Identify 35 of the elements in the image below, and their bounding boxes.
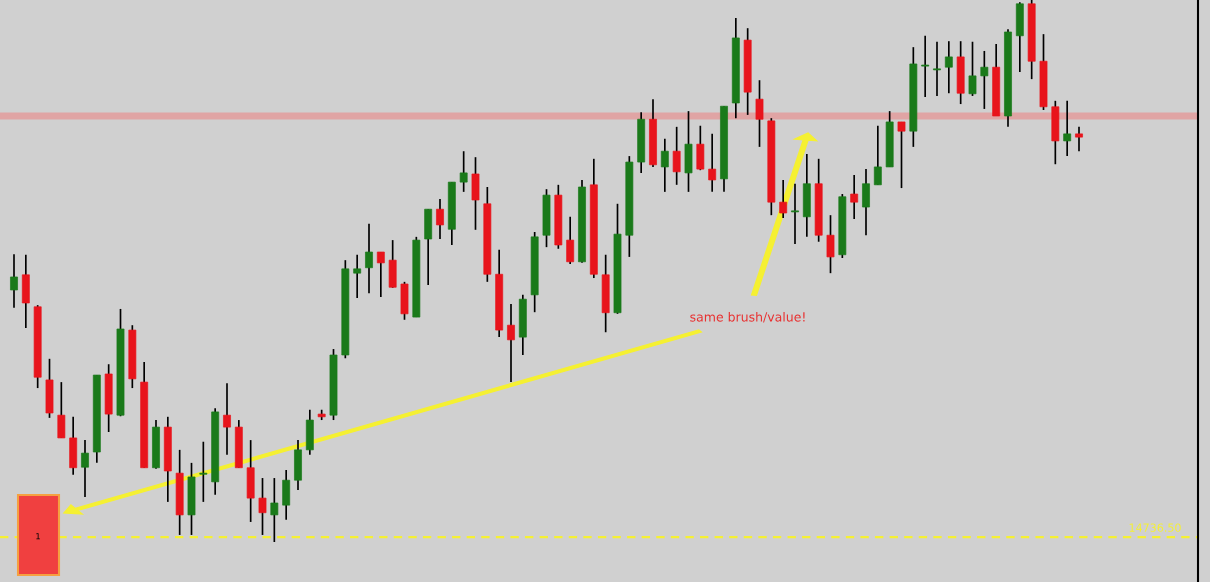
candlestick: [258, 477, 267, 536]
candlestick: [1075, 125, 1083, 153]
candlestick: [980, 50, 989, 110]
candlestick: [353, 253, 362, 299]
candlestick: [81, 439, 89, 498]
candlestick: [897, 121, 906, 189]
candlestick: [223, 382, 231, 456]
candlestick: [944, 40, 953, 95]
candlestick: [933, 40, 941, 97]
candlestick: [755, 79, 764, 148]
annotation: 1: [36, 533, 40, 540]
candlestick: [1063, 99, 1072, 157]
text: 14736.50: [1129, 523, 1181, 532]
candlestick: [873, 124, 882, 186]
annotation: same brush/value!: [690, 311, 805, 323]
candlestick: [566, 215, 575, 265]
candlestick: [672, 125, 681, 186]
candlestick: [376, 251, 385, 298]
candlestick: [921, 34, 930, 98]
candlestick: [57, 381, 66, 439]
candlestick: [436, 198, 444, 240]
candlestick: [10, 253, 18, 309]
candlestick: [708, 133, 717, 193]
candlestick: [968, 40, 977, 97]
candlestick: [862, 168, 870, 237]
candlestick: [365, 223, 373, 295]
candlestick: [199, 440, 208, 503]
candlestick: [507, 303, 515, 383]
candlestick: [459, 150, 468, 193]
candlestick: [850, 174, 859, 220]
candlestick: [270, 477, 279, 543]
candlestick: [826, 214, 835, 275]
candlestick: [779, 179, 788, 219]
candlestick: [660, 137, 669, 193]
candlestick: [791, 182, 799, 245]
